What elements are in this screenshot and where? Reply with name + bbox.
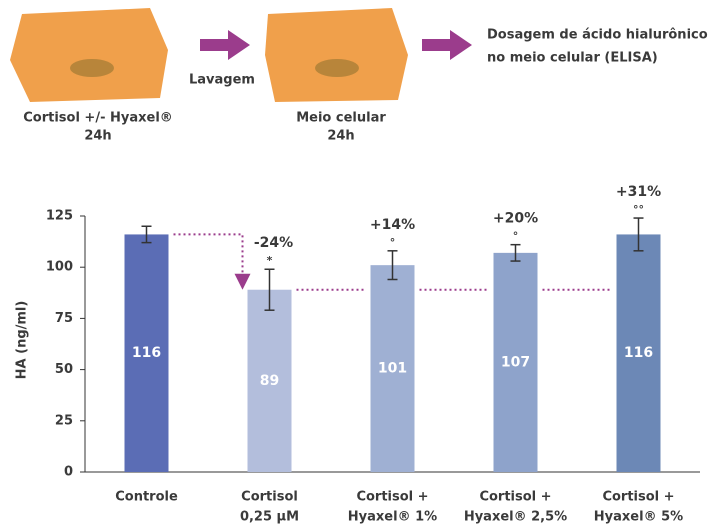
y-tick-label: 25 [55, 413, 73, 428]
significance: * [267, 254, 273, 267]
x-tick-label: Cortisol + [602, 490, 674, 505]
x-tick-label: Hyaxel® 1% [348, 510, 437, 525]
x-tick-label: Hyaxel® 2,5% [464, 510, 567, 525]
step-label: Meio celular [296, 111, 386, 126]
change-label: +14% [370, 217, 415, 233]
step-sublabel: 24h [327, 129, 354, 144]
x-tick-label: Hyaxel® 5% [594, 510, 683, 525]
y-tick-label: 125 [46, 209, 73, 224]
cell [265, 8, 408, 102]
value-label: 116 [624, 345, 653, 361]
final-step: no meio celular (ELISA) [487, 51, 658, 66]
y-axis-label: HA (ng/ml) [15, 301, 30, 380]
bar [124, 234, 169, 472]
nucleus [70, 59, 114, 77]
bar [616, 234, 661, 472]
x-tick-label: Cortisol + [479, 490, 551, 505]
arrow [200, 30, 250, 60]
value-label: 116 [132, 345, 161, 361]
y-tick-label: 50 [55, 362, 73, 377]
arrow-label: Lavagem [189, 73, 255, 88]
change-label: +20% [493, 211, 538, 227]
bar [493, 252, 538, 472]
y-tick-label: 0 [64, 465, 73, 480]
value-label: 89 [260, 373, 279, 389]
step-sublabel: 24h [84, 129, 111, 144]
nucleus [315, 59, 359, 77]
x-tick-label: Cortisol + [356, 490, 428, 505]
significance: ° [390, 236, 396, 249]
x-tick-label: 0,25 µM [240, 510, 299, 525]
step-label: Cortisol +/- Hyaxel® [23, 111, 173, 126]
significance: °° [633, 203, 644, 216]
bar [247, 289, 292, 472]
bar [370, 265, 415, 472]
cell [10, 8, 168, 102]
arrow [422, 30, 472, 60]
reference-arrow [173, 233, 251, 290]
x-tick-label: Controle [115, 490, 178, 505]
significance: ° [513, 230, 519, 243]
change-label: -24% [254, 235, 293, 251]
final-step: Dosagem de ácido hialurônico [487, 28, 708, 43]
y-tick-label: 75 [55, 311, 73, 326]
value-label: 107 [501, 354, 530, 370]
change-label: +31% [616, 184, 661, 200]
y-tick-label: 100 [46, 260, 73, 275]
x-tick-label: Cortisol [241, 490, 298, 505]
value-label: 101 [378, 361, 407, 377]
